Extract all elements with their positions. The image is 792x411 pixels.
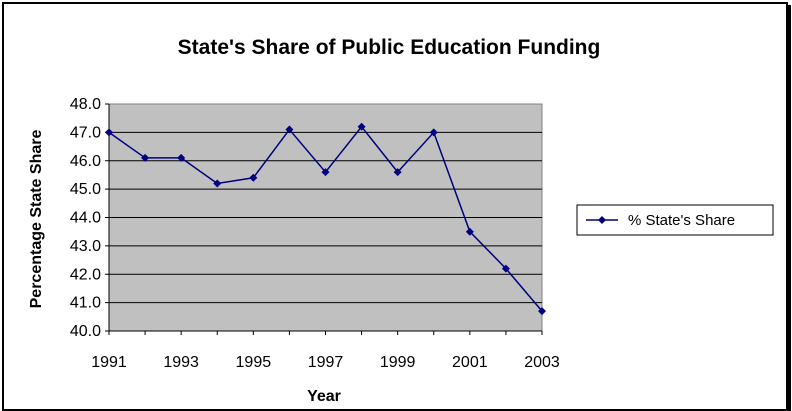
data-point bbox=[393, 168, 402, 177]
x-tick-label: 1995 bbox=[236, 354, 272, 371]
x-tick-label: 2003 bbox=[524, 354, 560, 371]
y-axis-ticks: 48.0 47.0 46.0 45.0 44.0 43.0 42.0 41.0 40.0 bbox=[70, 96, 110, 340]
data-point bbox=[321, 168, 330, 177]
legend: % State's Share bbox=[576, 204, 774, 236]
y-tick-label: 41.0 bbox=[70, 295, 101, 312]
data-point bbox=[105, 128, 113, 137]
line-chart: State's Share of Public Education Fundin… bbox=[28, 36, 774, 405]
y-tick-label: 47.0 bbox=[70, 124, 101, 141]
y-axis-label: Percentage State Share bbox=[28, 130, 45, 309]
data-point bbox=[141, 153, 150, 162]
data-point bbox=[249, 173, 258, 182]
data-point bbox=[429, 128, 438, 137]
chart-title: State's Share of Public Education Fundin… bbox=[178, 36, 601, 59]
y-tick-label: 42.0 bbox=[70, 266, 101, 283]
data-point bbox=[177, 153, 186, 162]
x-tick-label: 2001 bbox=[452, 354, 488, 371]
data-point bbox=[357, 122, 366, 131]
y-tick-label: 43.0 bbox=[70, 238, 101, 255]
x-tick-label: 1999 bbox=[380, 354, 416, 371]
data-point bbox=[213, 179, 222, 188]
x-tick-label: 1997 bbox=[308, 354, 344, 371]
x-tick-label: 1991 bbox=[91, 354, 127, 371]
legend-label: % State's Share bbox=[628, 212, 735, 229]
y-tick-label: 40.0 bbox=[70, 323, 101, 340]
data-point bbox=[501, 264, 510, 273]
y-tick-label: 46.0 bbox=[70, 153, 101, 170]
series-points bbox=[105, 122, 546, 316]
data-point bbox=[538, 307, 546, 316]
y-tick-label: 45.0 bbox=[70, 181, 101, 198]
legend-marker bbox=[598, 216, 606, 224]
data-point bbox=[285, 125, 294, 134]
x-tick-label: 1993 bbox=[163, 354, 199, 371]
x-axis-label: Year bbox=[307, 388, 341, 405]
x-axis-ticks: 1991 1993 1995 1997 1999 2001 2003 bbox=[91, 330, 560, 371]
data-point bbox=[465, 227, 474, 236]
y-tick-label: 44.0 bbox=[70, 210, 101, 227]
y-tick-label: 48.0 bbox=[70, 96, 101, 113]
